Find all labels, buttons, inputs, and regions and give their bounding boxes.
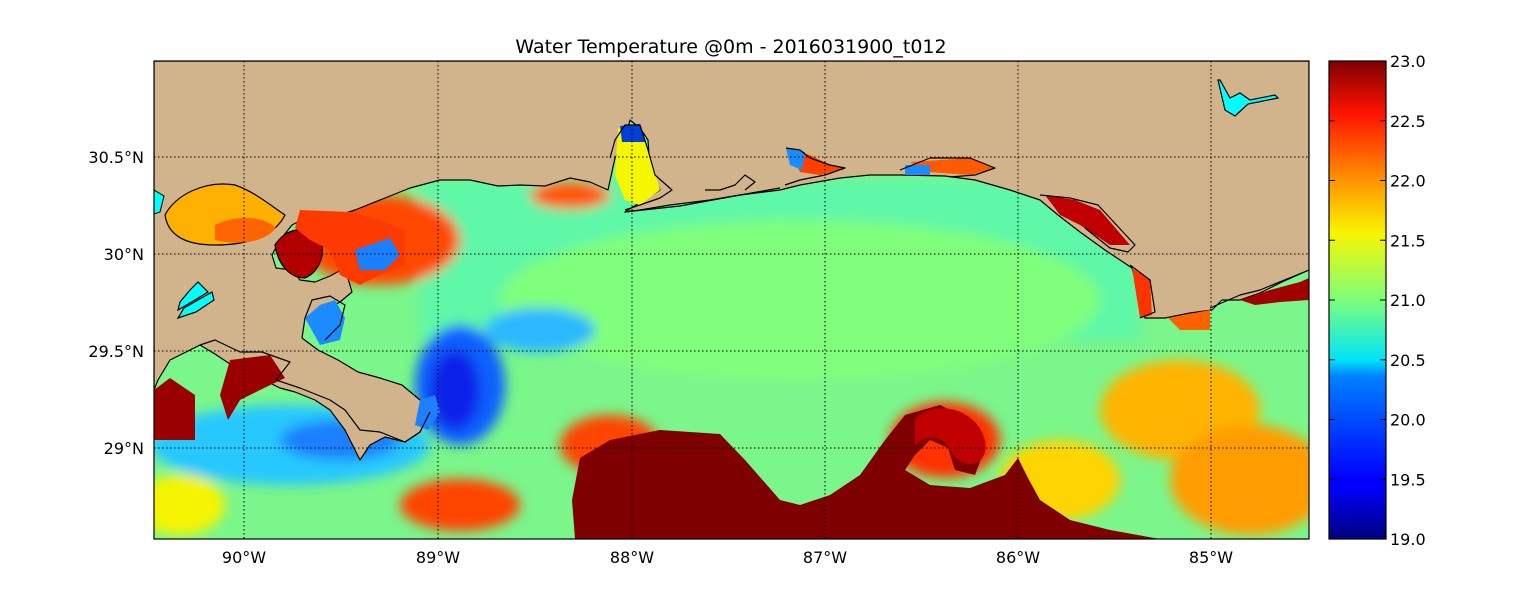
graticule bbox=[154, 61, 1309, 539]
central-gulf-water bbox=[500, 220, 1100, 380]
mobile-bay bbox=[615, 125, 660, 205]
colorbar-tick-label: 20.5 bbox=[1390, 351, 1426, 370]
map-plot-area bbox=[154, 61, 1309, 539]
colorbar-tick-label: 22.0 bbox=[1390, 172, 1426, 191]
temperature-field bbox=[154, 180, 1309, 535]
y-tick-label: 30.5°N bbox=[88, 148, 144, 167]
x-tick-label: 89°W bbox=[416, 548, 460, 567]
land-mass bbox=[154, 61, 1309, 461]
warm-eddy-ring bbox=[915, 408, 986, 464]
plot-frame bbox=[153, 60, 1310, 540]
x-tick-label: 85°W bbox=[1189, 548, 1233, 567]
colorbar-gradient bbox=[1328, 60, 1387, 540]
inland-lake-east bbox=[1217, 79, 1280, 117]
choctawhatchee-bay bbox=[910, 158, 995, 175]
y-tick-label: 29°N bbox=[104, 439, 144, 458]
cold-plume-core bbox=[430, 350, 480, 430]
longitude-labels: 90°W 89°W 88°W 87°W 86°W 85°W bbox=[222, 548, 1233, 567]
coastline bbox=[199, 124, 1309, 443]
chandeleur-cool bbox=[305, 300, 345, 345]
warm-bay-mouth bbox=[530, 181, 610, 209]
inland-lake-west-edge bbox=[154, 189, 165, 215]
colorbar-tick-label: 19.5 bbox=[1390, 470, 1426, 489]
colorbar: 19.0 19.5 20.0 20.5 21.0 21.5 22.0 22.5 23.0 bbox=[1328, 52, 1426, 549]
pensacola-bay-cool bbox=[786, 148, 805, 170]
x-tick-label: 87°W bbox=[803, 548, 847, 567]
colorbar-tick-label: 22.5 bbox=[1390, 112, 1426, 131]
colorbar-tick-label: 21.5 bbox=[1390, 231, 1426, 250]
x-tick-label: 86°W bbox=[996, 548, 1040, 567]
delta-cool bbox=[415, 395, 440, 430]
marsh-warm-central bbox=[220, 355, 285, 420]
mobile-bay-cold bbox=[620, 124, 646, 142]
colorbar-tick-label: 23.0 bbox=[1390, 52, 1426, 71]
y-tick-label: 30°N bbox=[104, 245, 144, 264]
st-andrew-bay bbox=[1045, 195, 1130, 245]
marsh-warm-west bbox=[154, 378, 195, 440]
apalachicola-shelf-warm bbox=[1168, 310, 1210, 330]
warm-water-southeast bbox=[1170, 425, 1309, 535]
inland-lake bbox=[177, 281, 209, 312]
cold-plume-tail bbox=[485, 308, 595, 352]
colorbar-ticks: 19.0 19.5 20.0 20.5 21.0 21.5 22.0 22.5 23.0 bbox=[1329, 52, 1426, 549]
breton-sound-cool bbox=[355, 238, 400, 270]
lake-warm-edge bbox=[215, 217, 276, 243]
apalachicola-bay bbox=[1240, 278, 1309, 305]
colorbar-tick-label: 20.0 bbox=[1390, 411, 1426, 430]
warm-eddy-south bbox=[400, 479, 520, 531]
y-tick-label: 29.5°N bbox=[88, 342, 144, 361]
inland-lake-2 bbox=[176, 291, 215, 320]
choctawhatchee-bay-cool bbox=[905, 165, 930, 175]
warm-water-southwest bbox=[154, 475, 225, 535]
latitude-labels: 30.5°N 30°N 29.5°N 29°N bbox=[88, 148, 144, 458]
colorbar-tick-label: 19.0 bbox=[1390, 530, 1426, 549]
colorbar-tick-label: 21.0 bbox=[1390, 291, 1426, 310]
x-tick-label: 88°W bbox=[610, 548, 654, 567]
x-tick-label: 90°W bbox=[222, 548, 266, 567]
map-title: Water Temperature @0m - 2016031900_t012 bbox=[515, 36, 946, 58]
st-joseph-bay bbox=[1132, 268, 1152, 318]
loop-current-warm-water bbox=[572, 405, 1160, 539]
